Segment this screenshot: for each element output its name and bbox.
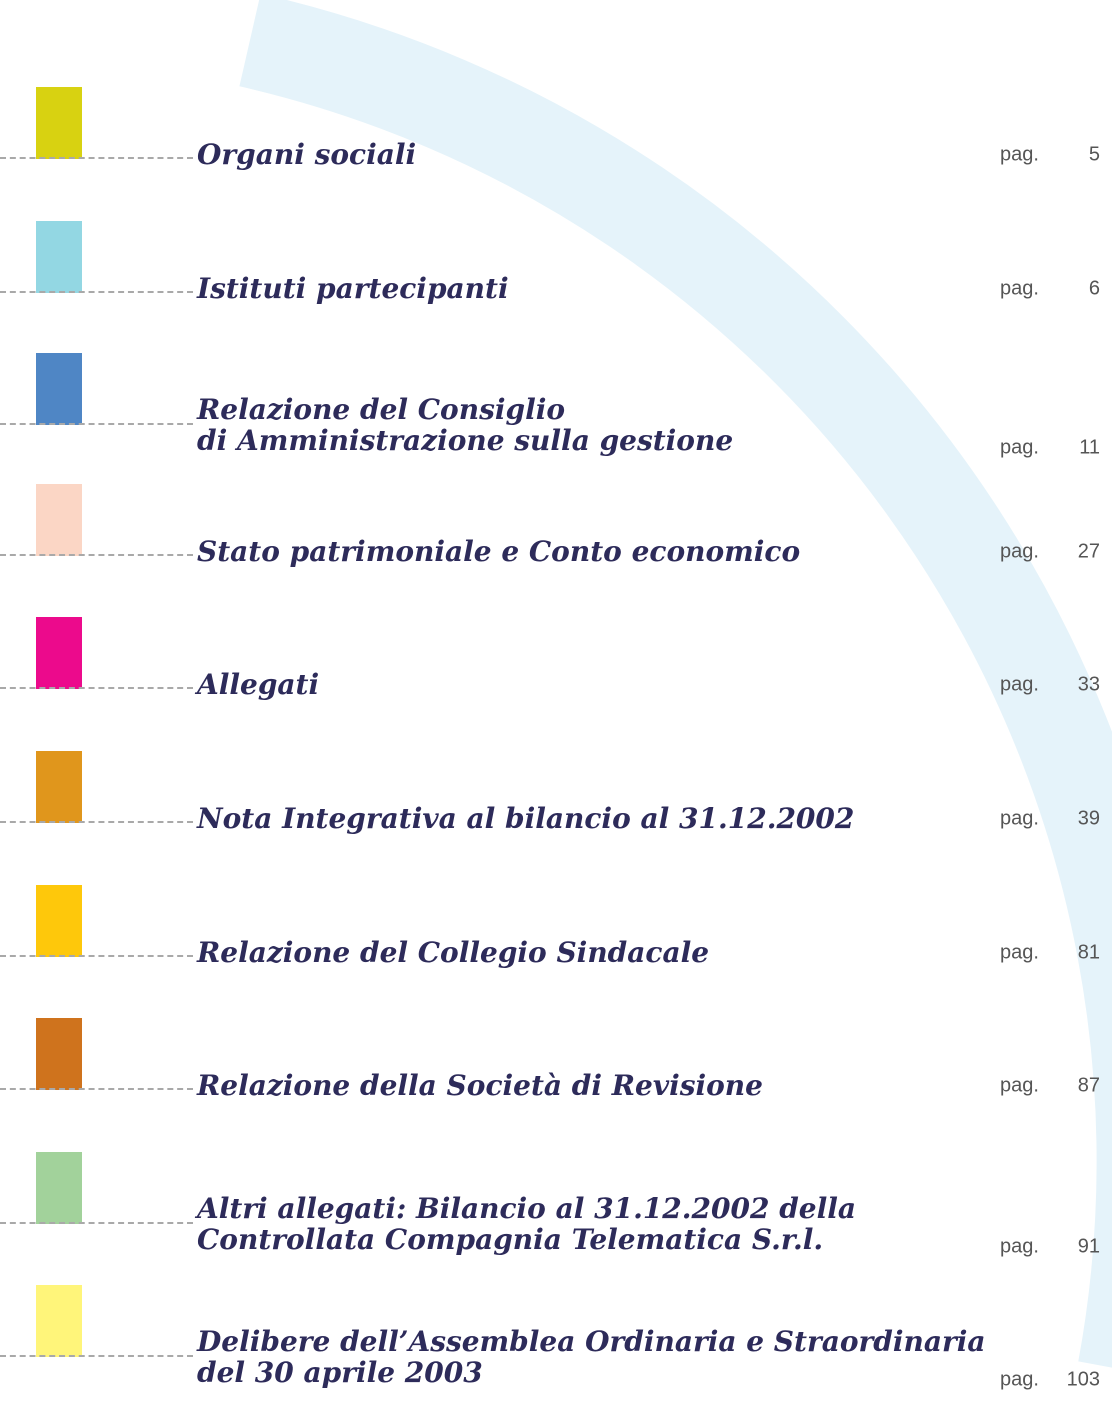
- page-number: 27: [1077, 540, 1100, 563]
- entry-title: Relazione del Collegio Sindacale: [197, 936, 710, 969]
- arc: [239, 0, 1112, 1368]
- entry-title: Relazione della Società di Revisione: [197, 1069, 763, 1102]
- page-label: pag.: [1000, 277, 1039, 300]
- page-number: 87: [1077, 1074, 1100, 1097]
- color-square: [36, 1018, 82, 1090]
- dashed-leader: [0, 423, 193, 425]
- page-number: 33: [1077, 673, 1100, 696]
- page-label: pag.: [1000, 1368, 1039, 1391]
- page-label: pag.: [1000, 1235, 1039, 1258]
- color-square: [36, 221, 82, 293]
- page-label: pag.: [1000, 941, 1039, 964]
- dashed-leader: [0, 955, 193, 957]
- page-label: pag.: [1000, 143, 1039, 166]
- color-square: [36, 87, 82, 159]
- page-number: 81: [1077, 941, 1100, 964]
- entry-title: Relazione del Consiglio: [197, 393, 566, 426]
- dashed-leader: [0, 1088, 193, 1090]
- entry-title: Delibere dell’Assemblea Ordinaria e Stra…: [197, 1325, 986, 1358]
- entry-title: Altri allegati: Bilancio al 31.12.2002 d…: [197, 1192, 857, 1225]
- dashed-leader: [0, 821, 193, 823]
- color-square: [36, 751, 82, 823]
- entry-title: Allegati: [197, 668, 320, 701]
- page-number: 11: [1079, 436, 1100, 459]
- entry-title: del 30 aprile 2003: [197, 1356, 483, 1389]
- page-label: pag.: [1000, 436, 1039, 459]
- page-number: 91: [1077, 1235, 1100, 1258]
- color-square: [36, 1152, 82, 1224]
- color-square: [36, 1285, 82, 1357]
- dashed-leader: [0, 157, 193, 159]
- page-label: pag.: [1000, 807, 1039, 830]
- dashed-leader: [0, 687, 193, 689]
- page-number: 39: [1077, 807, 1100, 830]
- entry-title: Organi sociali: [197, 138, 417, 171]
- color-square: [36, 484, 82, 556]
- entry-title: Controllata Compagnia Telematica S.r.l.: [197, 1223, 824, 1256]
- dashed-leader: [0, 1355, 193, 1357]
- entry-title: Nota Integrativa al bilancio al 31.12.20…: [197, 802, 855, 835]
- page-number: 6: [1088, 277, 1100, 300]
- page-label: pag.: [1000, 540, 1039, 563]
- page-number: 5: [1088, 143, 1100, 166]
- color-square: [36, 353, 82, 425]
- color-square: [36, 885, 82, 957]
- page-label: pag.: [1000, 1074, 1039, 1097]
- page-number: 103: [1066, 1368, 1100, 1391]
- entry-title: Istituti partecipanti: [197, 272, 509, 305]
- page-label: pag.: [1000, 673, 1039, 696]
- dashed-leader: [0, 291, 193, 293]
- color-square: [36, 617, 82, 689]
- entry-title: Stato patrimoniale e Conto economico: [197, 535, 801, 568]
- entry-title: di Amministrazione sulla gestione: [197, 424, 734, 457]
- dashed-leader: [0, 554, 193, 556]
- dashed-leader: [0, 1222, 193, 1224]
